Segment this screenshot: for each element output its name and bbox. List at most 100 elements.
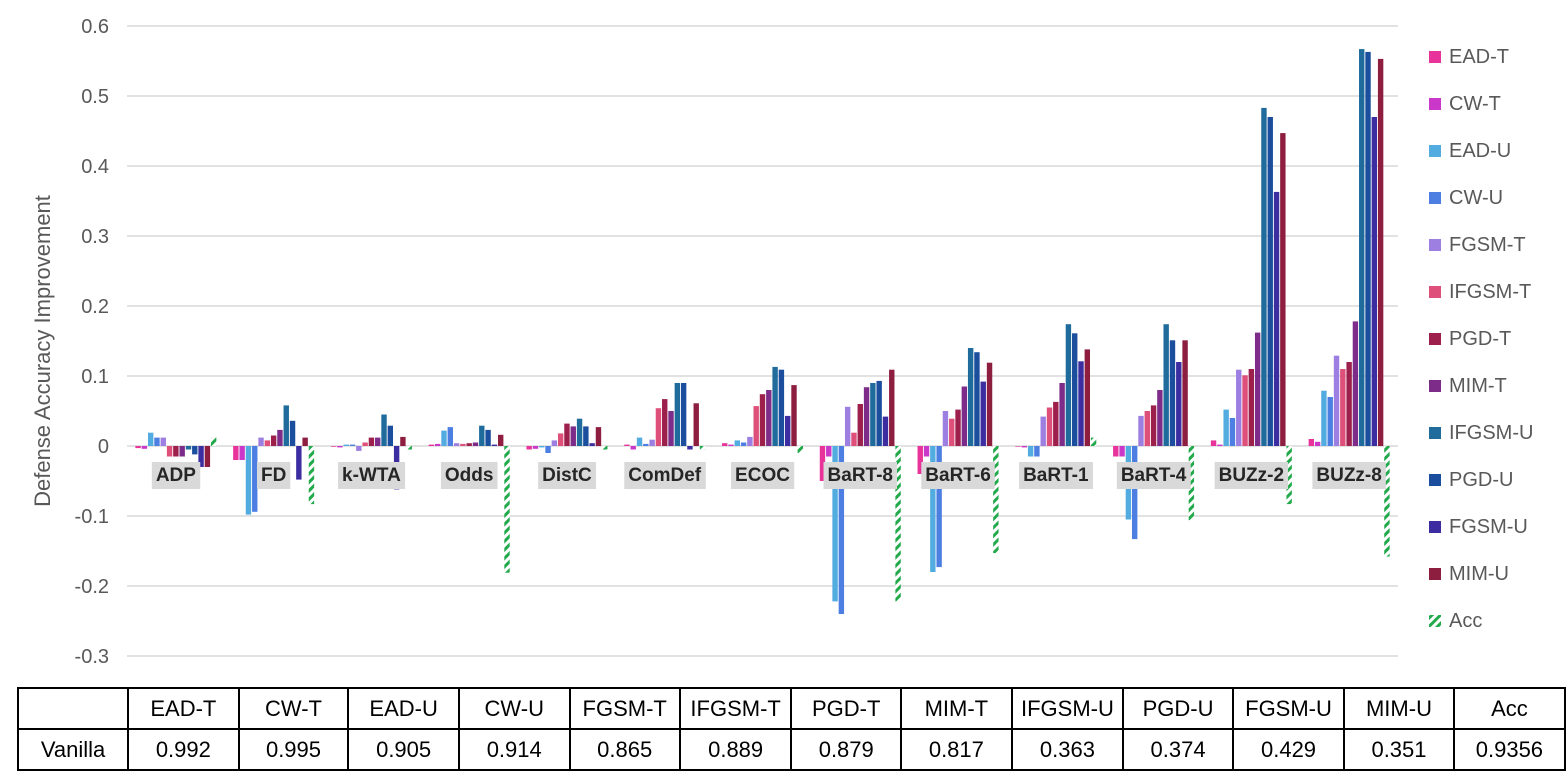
legend-swatch — [1429, 380, 1441, 392]
legend-label: EAD-T — [1449, 46, 1509, 68]
bar-acc-buzz-2 — [1286, 446, 1292, 505]
table-cell: Acc — [1452, 687, 1566, 730]
category-label-background — [1214, 462, 1289, 489]
bar-acc-comdef — [699, 446, 706, 450]
bar-cw-u-bart-8 — [838, 446, 845, 614]
table-cell: FGSM-T — [568, 687, 681, 730]
legend-swatch — [1429, 286, 1441, 298]
bar-pgd-u-comdef — [680, 383, 687, 446]
category-label-group: k-WTA — [338, 462, 406, 489]
table-cell: Vanilla — [16, 728, 130, 771]
bar-fgsm-u-buzz-2 — [1273, 191, 1280, 446]
legend-label: Acc — [1449, 610, 1482, 632]
bar-ead-u-ecoc — [734, 440, 740, 446]
category-label-group: Odds — [440, 462, 498, 489]
category-label-background — [338, 462, 406, 489]
bar-ifgsm-u-comdef — [674, 383, 681, 446]
bar-fgsm-u-adp — [198, 446, 204, 467]
legend-label: EAD-U — [1449, 140, 1511, 162]
y-tick-label: 0.1 — [81, 366, 109, 388]
category-label: ComDef — [628, 465, 702, 486]
bar-cw-u-bart-6 — [936, 446, 942, 568]
legend-swatch — [1429, 333, 1441, 345]
bar-mim-u-bart-6 — [986, 362, 993, 446]
bar-cw-t-bart-6 — [923, 446, 930, 457]
y-axis-label: Defense Accuracy Improvement — [30, 195, 55, 507]
bar-cw-u-comdef — [643, 443, 649, 446]
bar-ead-u-distc — [539, 446, 545, 448]
bar-ifgsm-t-fd — [264, 440, 271, 446]
bar-ifgsm-t-distc — [557, 433, 564, 446]
category-label-group: BUZz-8 — [1312, 462, 1386, 489]
bar-mim-t-distc — [570, 426, 576, 446]
bar-pgd-t-odds — [466, 443, 472, 446]
category-labels: ADP FD k-WTA Odds DistC ComDef ECOC BaRT-8 BaRT-… — [151, 462, 1386, 489]
bar-acc-bart-1 — [1090, 437, 1097, 446]
category-label-group: FD — [256, 462, 291, 489]
bar-cw-t-adp — [141, 446, 148, 449]
table-cell — [16, 687, 130, 730]
bar-ifgsm-u-bart-6 — [967, 348, 974, 446]
bar-cw-u-adp — [154, 437, 160, 446]
bar-ifgsm-t-odds — [460, 443, 466, 446]
bar-cw-t-bart-4 — [1119, 446, 1125, 457]
bar-mim-u-bart-8 — [889, 369, 895, 446]
bar-fgsm-t-bart-6 — [942, 411, 949, 446]
bar-cw-u-ecoc — [740, 442, 747, 446]
bar-fgsm-t-distc — [551, 440, 558, 446]
bar-ifgsm-u-fd — [283, 405, 289, 446]
table-cell: PGD-T — [790, 687, 903, 730]
bar-fgsm-t-adp — [160, 437, 166, 446]
bar-ead-u-buzz-8 — [1321, 390, 1327, 446]
bar-ead-t-distc — [526, 446, 532, 450]
bar-ifgsm-u-k-wta — [381, 414, 387, 446]
legend-swatch — [1429, 192, 1441, 204]
bar-ead-t-fd — [233, 446, 239, 460]
category-label: BUZz-2 — [1219, 465, 1284, 486]
bar-pgd-t-buzz-2 — [1248, 369, 1255, 446]
category-label-group: BaRT-8 — [823, 462, 898, 489]
bar-fgsm-u-comdef — [687, 446, 693, 450]
bar-pgd-u-distc — [583, 426, 589, 446]
category-label-background — [921, 462, 995, 489]
legend-swatch — [1429, 98, 1441, 110]
bar-mim-t-k-wta — [375, 437, 381, 446]
bar-ifgsm-t-buzz-8 — [1340, 369, 1346, 446]
bar-ead-u-k-wta — [343, 444, 349, 446]
bar-mim-u-k-wta — [400, 436, 406, 446]
bar-fgsm-u-bart-8 — [882, 416, 889, 446]
bar-mim-t-bart-8 — [863, 387, 870, 446]
table-cell: CW-U — [457, 687, 571, 730]
bar-cw-t-odds — [434, 443, 441, 446]
bar-pgd-t-buzz-8 — [1346, 362, 1352, 446]
legend-swatch — [1429, 615, 1441, 627]
bar-ifgsm-u-bart-8 — [870, 383, 876, 446]
bar-cw-u-odds — [447, 427, 453, 446]
legend-label: FGSM-U — [1449, 516, 1528, 538]
y-tick-label: 0.5 — [81, 86, 109, 108]
bar-ead-u-fd — [245, 446, 252, 515]
bar-ead-u-bart-8 — [832, 446, 838, 602]
bar-mim-u-ecoc — [791, 385, 797, 446]
bar-fgsm-t-comdef — [649, 439, 655, 446]
legend-swatch — [1429, 51, 1441, 63]
bar-cw-t-distc — [532, 446, 539, 449]
bar-fgsm-t-fd — [258, 437, 264, 446]
bar-pgd-u-buzz-2 — [1267, 117, 1273, 446]
category-label: BUZz-8 — [1316, 465, 1381, 486]
legend-swatch — [1429, 521, 1441, 533]
category-label: k-WTA — [342, 465, 401, 486]
table-cell: 0.995 — [237, 728, 350, 771]
category-label: ADP — [156, 465, 196, 486]
bar-ifgsm-t-bart-4 — [1144, 411, 1150, 446]
category-label-group: BaRT-1 — [1019, 462, 1093, 489]
legend-label: IFGSM-U — [1449, 422, 1533, 444]
bar-acc-k-wta — [406, 446, 412, 450]
bar-fgsm-t-buzz-8 — [1333, 355, 1340, 446]
bar-ifgsm-t-comdef — [655, 408, 662, 446]
bar-ead-t-adp — [135, 446, 141, 449]
gridlines — [127, 25, 1398, 657]
bar-ead-t-bart-1 — [1015, 446, 1021, 447]
category-label: BaRT-4 — [1121, 465, 1187, 486]
bar-pgd-t-k-wta — [368, 437, 375, 446]
